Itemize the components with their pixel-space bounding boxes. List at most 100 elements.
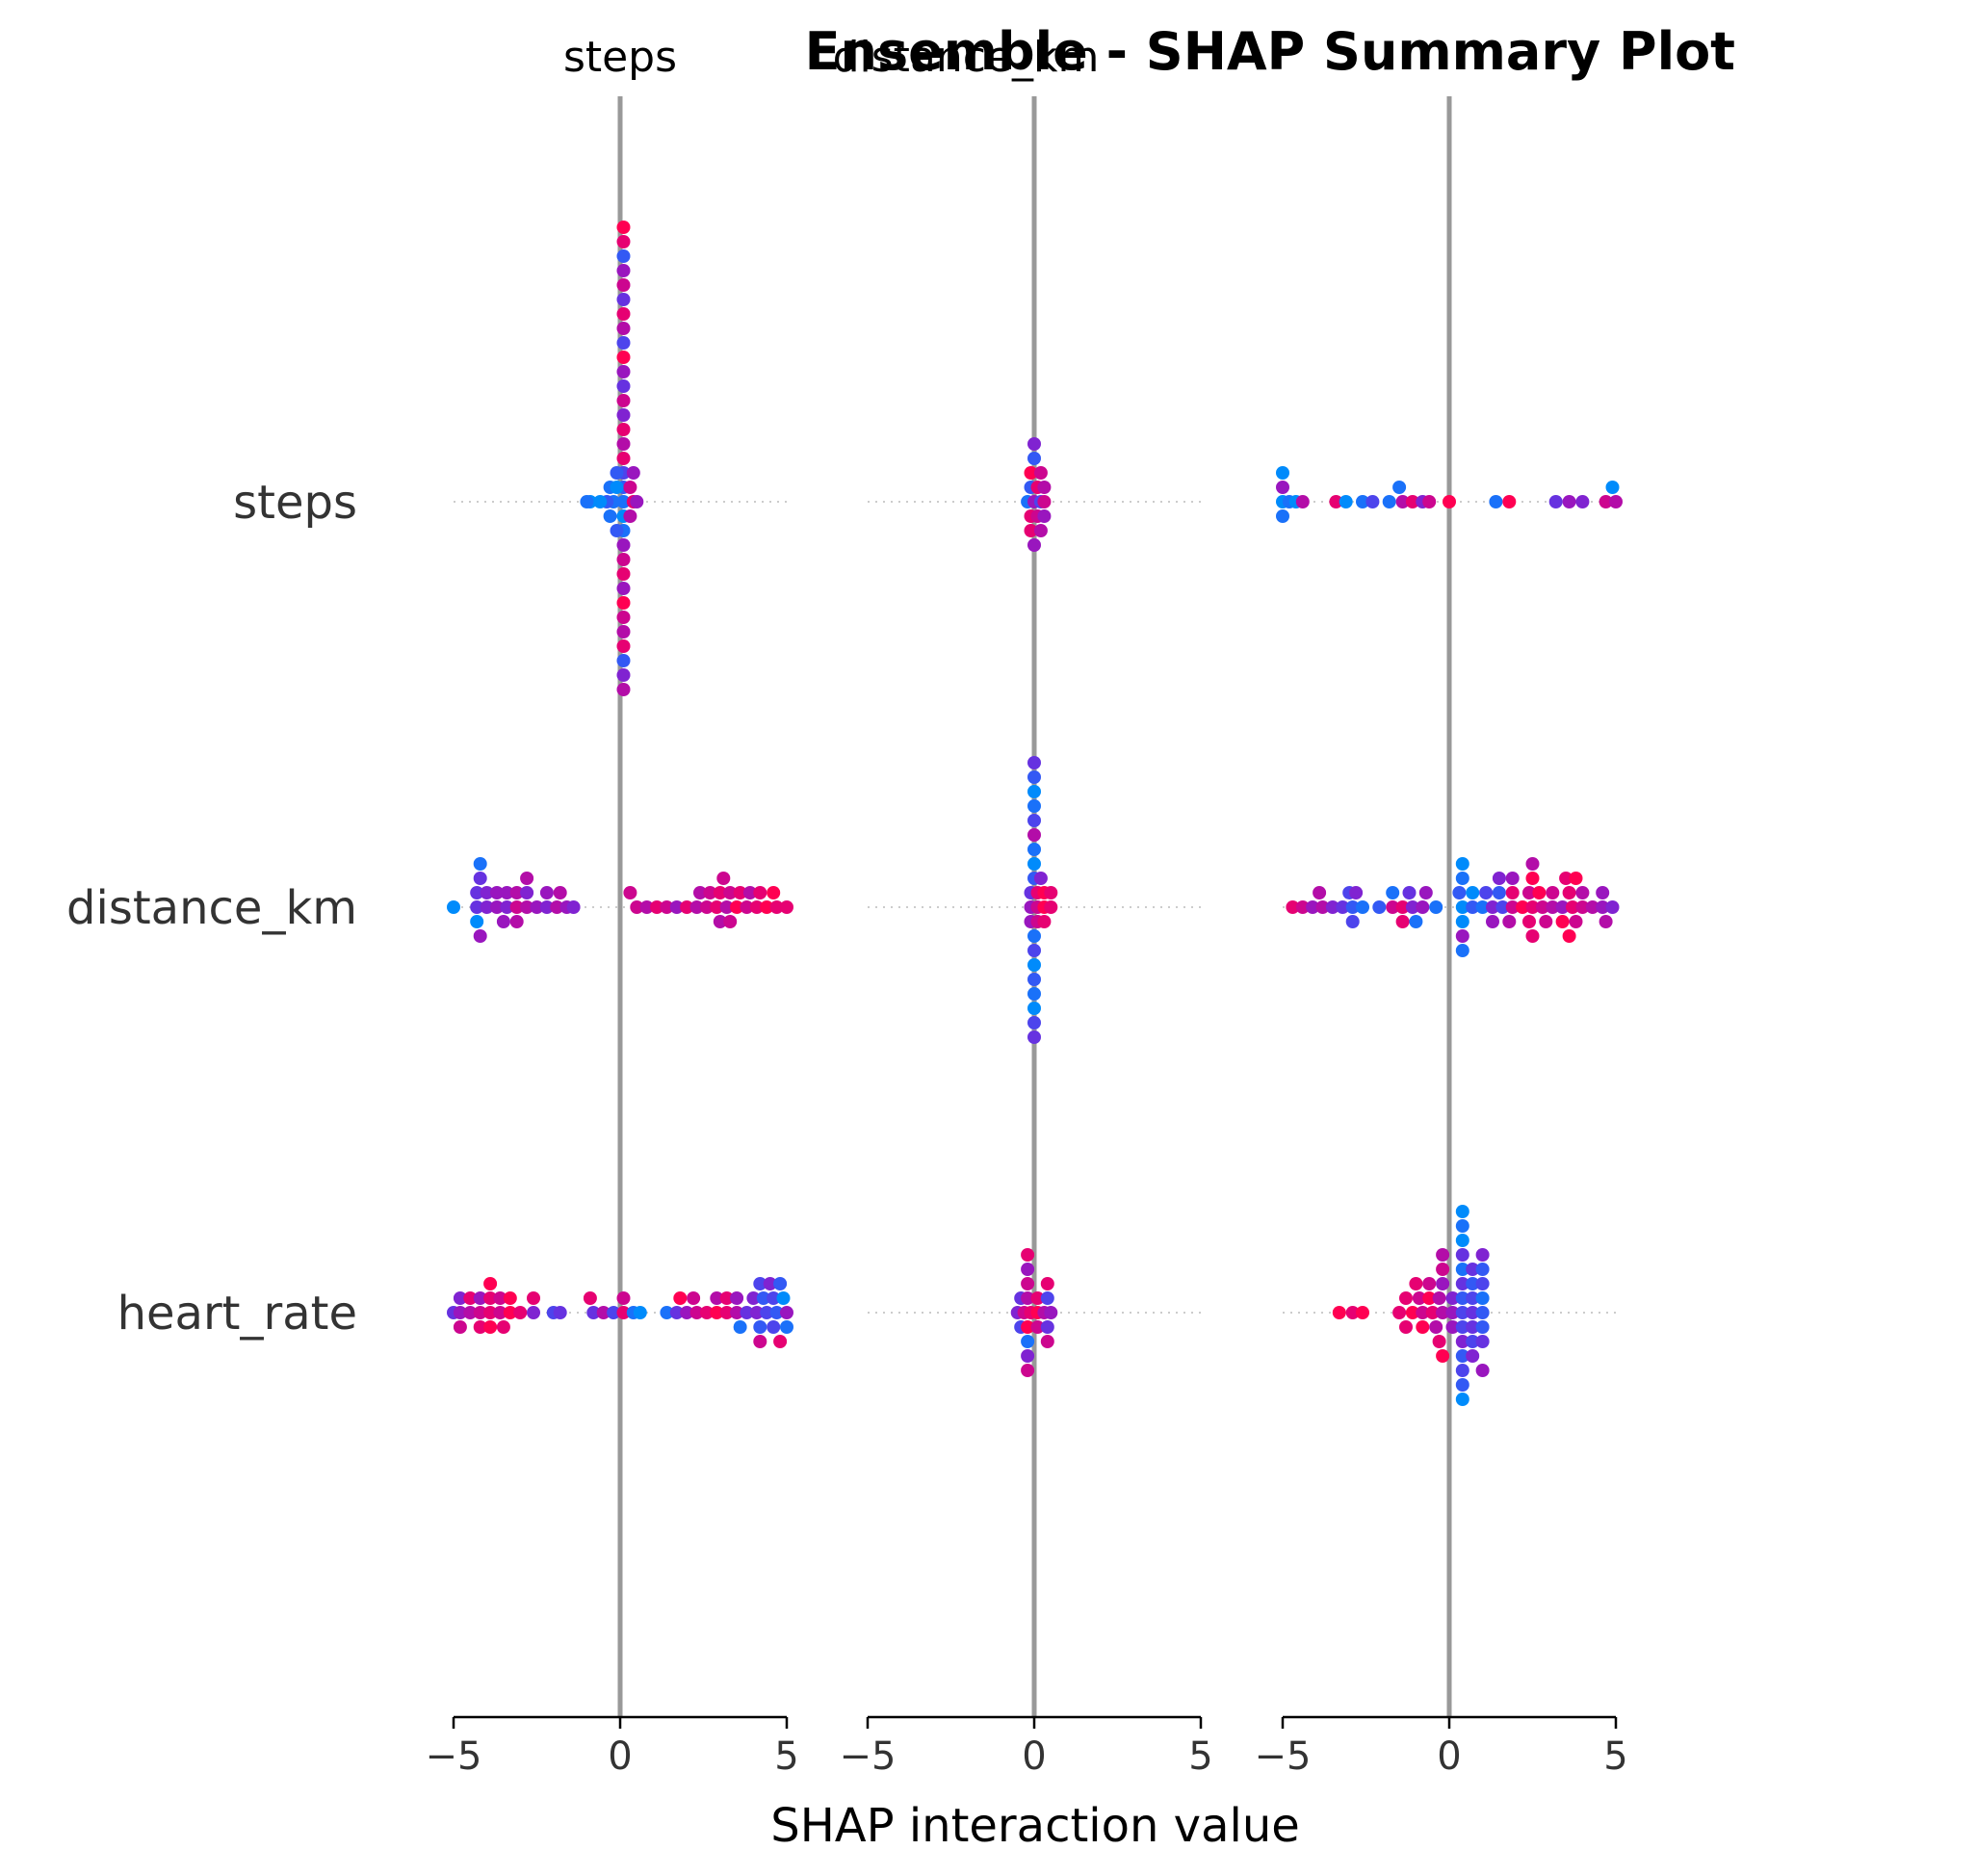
point-heart-rate xyxy=(1455,1364,1469,1377)
point-distance-km xyxy=(1027,814,1041,827)
point-distance-km xyxy=(509,915,524,928)
x-tick-label: 0 xyxy=(1437,1734,1461,1779)
point-distance-km xyxy=(1466,886,1480,899)
point-steps xyxy=(1405,495,1419,508)
point-heart-rate xyxy=(1455,1248,1469,1262)
point-distance-km xyxy=(730,900,744,914)
point-distance-km xyxy=(1532,886,1547,899)
point-distance-km xyxy=(1027,944,1041,957)
point-distance-km xyxy=(1386,900,1400,914)
point-heart-rate xyxy=(1475,1335,1490,1348)
point-steps xyxy=(1027,437,1041,451)
point-heart-rate xyxy=(753,1277,767,1290)
point-steps xyxy=(616,437,631,451)
point-heart-rate xyxy=(1436,1349,1450,1363)
point-heart-rate xyxy=(1399,1320,1413,1334)
point-distance-km xyxy=(496,915,510,928)
point-heart-rate xyxy=(1475,1364,1490,1377)
point-heart-rate xyxy=(1436,1277,1450,1290)
point-steps xyxy=(616,639,631,653)
point-steps xyxy=(616,567,631,581)
point-heart-rate xyxy=(553,1306,567,1319)
point-heart-rate xyxy=(1436,1263,1450,1276)
point-heart-rate xyxy=(1455,1335,1469,1348)
point-steps xyxy=(616,408,631,422)
point-heart-rate xyxy=(767,1291,781,1305)
point-distance-km xyxy=(1402,886,1417,899)
point-distance-km xyxy=(1505,886,1520,899)
point-distance-km xyxy=(723,915,738,928)
point-steps xyxy=(1609,495,1623,508)
point-steps xyxy=(616,365,631,378)
point-heart-rate xyxy=(453,1306,467,1319)
point-heart-rate xyxy=(473,1320,487,1334)
point-distance-km xyxy=(1575,900,1590,914)
point-distance-km xyxy=(539,886,554,899)
point-heart-rate xyxy=(1455,1291,1469,1305)
point-steps xyxy=(1027,538,1041,552)
point-distance-km xyxy=(1429,900,1443,914)
point-distance-km xyxy=(470,915,484,928)
point-heart-rate xyxy=(453,1291,467,1305)
point-distance-km xyxy=(1539,915,1553,928)
point-heart-rate xyxy=(1475,1277,1490,1290)
point-heart-rate xyxy=(463,1291,478,1305)
point-heart-rate xyxy=(1445,1320,1460,1334)
point-steps xyxy=(616,495,631,508)
point-distance-km xyxy=(753,886,767,899)
point-distance-km xyxy=(760,900,774,914)
panel-heart-rate: −5 0 5 xyxy=(1255,96,1628,1779)
point-distance-km xyxy=(1027,1030,1041,1044)
point-steps xyxy=(616,264,631,277)
point-distance-km xyxy=(1455,872,1469,885)
row-label-steps: steps xyxy=(233,476,357,530)
point-heart-rate xyxy=(1409,1277,1423,1290)
point-heart-rate xyxy=(756,1291,770,1305)
point-distance-km xyxy=(1027,857,1041,871)
point-steps xyxy=(623,481,637,494)
point-heart-rate xyxy=(780,1320,793,1334)
point-distance-km xyxy=(1522,915,1536,928)
point-distance-km xyxy=(1562,929,1576,943)
point-distance-km xyxy=(1405,900,1419,914)
point-distance-km xyxy=(1516,900,1530,914)
point-heart-rate xyxy=(1455,1306,1469,1319)
point-distance-km xyxy=(1044,886,1058,899)
point-heart-rate xyxy=(719,1306,734,1319)
point-heart-rate xyxy=(1345,1306,1360,1319)
point-heart-rate xyxy=(586,1306,601,1319)
point-heart-rate xyxy=(473,1306,487,1319)
point-steps xyxy=(616,351,631,364)
point-distance-km xyxy=(1492,872,1506,885)
point-heart-rate xyxy=(1455,1349,1469,1363)
point-distance-km xyxy=(780,900,793,914)
point-distance-km xyxy=(669,900,684,914)
point-heart-rate xyxy=(616,1306,631,1319)
x-tick-label: −5 xyxy=(840,1734,897,1779)
point-distance-km xyxy=(1466,900,1480,914)
point-steps xyxy=(1037,495,1052,508)
row-label-heart-rate: heart_rate xyxy=(117,1287,357,1341)
panel-title-distance-km: distance_km xyxy=(833,33,1100,82)
point-distance-km xyxy=(742,886,757,899)
point-distance-km xyxy=(480,900,494,914)
point-distance-km xyxy=(480,886,494,899)
point-heart-rate xyxy=(1455,1320,1469,1334)
point-heart-rate xyxy=(1466,1349,1480,1363)
point-distance-km xyxy=(500,886,514,899)
point-distance-km xyxy=(719,900,734,914)
point-distance-km xyxy=(470,886,484,899)
point-steps xyxy=(1395,495,1410,508)
point-steps xyxy=(1027,452,1041,465)
point-steps xyxy=(1037,481,1052,494)
point-distance-km xyxy=(470,900,484,914)
point-distance-km xyxy=(1286,900,1300,914)
point-heart-rate xyxy=(773,1277,788,1290)
point-heart-rate xyxy=(1021,1277,1035,1290)
point-distance-km xyxy=(1559,872,1573,885)
point-heart-rate xyxy=(483,1277,498,1290)
point-steps xyxy=(616,293,631,306)
point-heart-rate xyxy=(1416,1320,1430,1334)
point-steps xyxy=(626,466,640,480)
plot-panels: −5 0 5 −5 0 5 −5 0 5 xyxy=(426,96,1628,1779)
